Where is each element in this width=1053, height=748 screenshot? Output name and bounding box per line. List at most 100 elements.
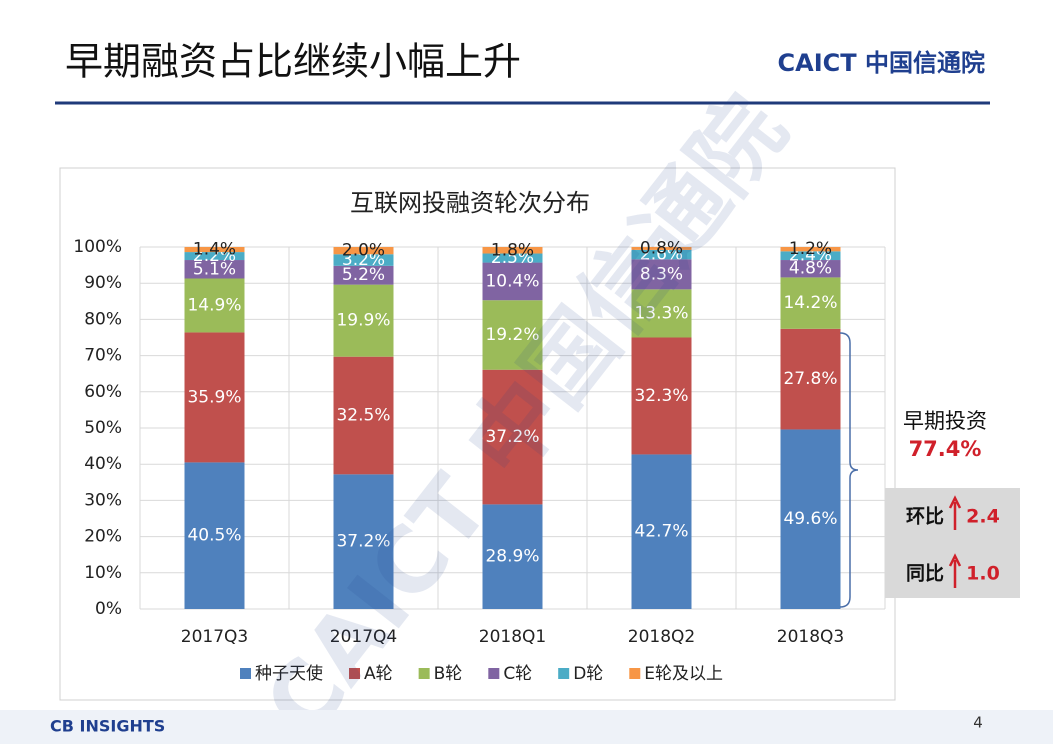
annotation-label: 早期投资: [903, 409, 987, 433]
data-label: 10.4%: [485, 271, 539, 291]
up-arrow: [948, 495, 962, 530]
y-tick-label: 90%: [84, 273, 122, 293]
annotation-value: 77.4%: [909, 437, 982, 461]
bar-segment: [780, 277, 841, 329]
legend-swatch: [240, 668, 251, 679]
data-label: 4.8%: [789, 259, 832, 279]
legend-label: 种子天使: [255, 663, 323, 684]
data-label: 28.9%: [485, 547, 539, 567]
bar-segment: [482, 504, 543, 609]
data-label: 32.5%: [336, 406, 390, 426]
x-tick-label: 2018Q2: [628, 627, 695, 647]
y-tick-label: 100%: [73, 237, 122, 257]
data-label: 14.2%: [783, 293, 837, 313]
footer-logo: CB INSIGHTS: [50, 717, 165, 736]
bar-segment: [780, 429, 841, 609]
data-label: 32.3%: [634, 386, 688, 406]
qoq-label: 环比: [906, 506, 944, 528]
bar-segment: [333, 474, 394, 609]
bar-segment: [631, 454, 692, 609]
y-tick-label: 70%: [84, 346, 122, 366]
bar-segment: [631, 249, 692, 260]
legend-swatch: [558, 668, 570, 679]
y-tick-label: 40%: [84, 454, 122, 474]
bar-segment: [780, 251, 841, 261]
up-arrow: [948, 553, 962, 588]
data-label: 5.2%: [342, 265, 385, 285]
data-label: 1.8%: [491, 240, 534, 260]
bar-segment: [333, 265, 394, 285]
yoy-label: 同比: [906, 563, 944, 585]
change-box: [885, 488, 1020, 598]
bar-segment: [631, 259, 692, 290]
bar-segment: [482, 300, 543, 370]
bar-segment: [184, 252, 245, 261]
data-label: 27.8%: [783, 369, 837, 389]
legend-label: C轮: [503, 664, 532, 684]
bar-segment: [780, 247, 841, 252]
bar-segment: [482, 262, 543, 301]
x-tick-label: 2018Q3: [777, 627, 844, 647]
plot: 0% 10% 20% 30% 40% 50% 60% 70% 80% 90% 100% 2017Q3 4…: [73, 237, 886, 684]
bar-segment: [631, 247, 692, 250]
y-tick-label: 0%: [95, 599, 122, 619]
x-tick-label: 2018Q1: [479, 627, 546, 647]
bar-segment: [184, 247, 245, 253]
data-label: 8.3%: [640, 264, 683, 284]
bar-segment: [333, 356, 394, 475]
header-logo: CAICT 中国信通院: [778, 49, 985, 77]
bar-segment: [780, 328, 841, 430]
x-tick-label: 2017Q3: [181, 627, 248, 647]
slide-title: 早期融资占比继续小幅上升: [65, 40, 521, 84]
data-label: 42.7%: [634, 522, 688, 542]
data-label: 1.2%: [789, 239, 832, 259]
data-label: 1.4%: [193, 240, 236, 260]
legend-label: E轮及以上: [644, 664, 723, 684]
bar-segment: [482, 369, 543, 505]
page-number: 4: [973, 714, 983, 732]
bar-segment: [482, 253, 543, 263]
legend-label: D轮: [573, 664, 603, 684]
bar-segment: [333, 284, 394, 357]
y-tick-label: 20%: [84, 527, 122, 547]
bar-segment: [184, 332, 245, 463]
bracket: [839, 332, 859, 608]
data-label: 3.2%: [342, 250, 385, 270]
y-tick-label: 30%: [84, 490, 122, 510]
legend-swatch: [349, 668, 360, 679]
bar-segment: [482, 247, 543, 254]
bar-segment: [631, 337, 692, 455]
data-label: 13.3%: [634, 303, 688, 323]
data-label: 35.9%: [187, 387, 241, 407]
legend-swatch: [418, 668, 430, 679]
legend-label: B轮: [434, 664, 463, 684]
data-label: 2.0%: [342, 241, 385, 261]
bar-segment: [184, 260, 245, 279]
bar-segment: [631, 289, 692, 338]
data-label: 37.2%: [485, 427, 539, 447]
data-label: 37.2%: [336, 532, 390, 552]
x-tick-label: 2017Q4: [330, 627, 397, 647]
bar-segment: [780, 260, 841, 278]
y-tick-label: 60%: [84, 382, 122, 402]
legend-swatch: [488, 668, 500, 679]
y-tick-label: 10%: [84, 563, 122, 583]
y-tick-label: 50%: [84, 418, 122, 438]
qoq-value: 2.4: [966, 506, 1000, 528]
data-label: 40.5%: [187, 526, 241, 546]
data-label: 19.9%: [336, 311, 390, 331]
bar-segment: [333, 254, 394, 266]
data-label: 14.9%: [187, 295, 241, 315]
yoy-value: 1.0: [966, 563, 1000, 585]
data-label: 5.1%: [193, 259, 236, 279]
data-label: 0.8%: [640, 238, 683, 258]
chart-title: 互联网投融资轮次分布: [350, 189, 590, 217]
data-label: 19.2%: [485, 325, 539, 345]
footer-band: [0, 710, 1053, 744]
bar-segment: [333, 247, 394, 255]
legend-swatch: [629, 668, 641, 679]
data-label: 49.6%: [783, 509, 837, 529]
bar-segment: [184, 278, 245, 333]
bar-segment: [184, 462, 245, 609]
y-tick-label: 80%: [84, 309, 122, 329]
